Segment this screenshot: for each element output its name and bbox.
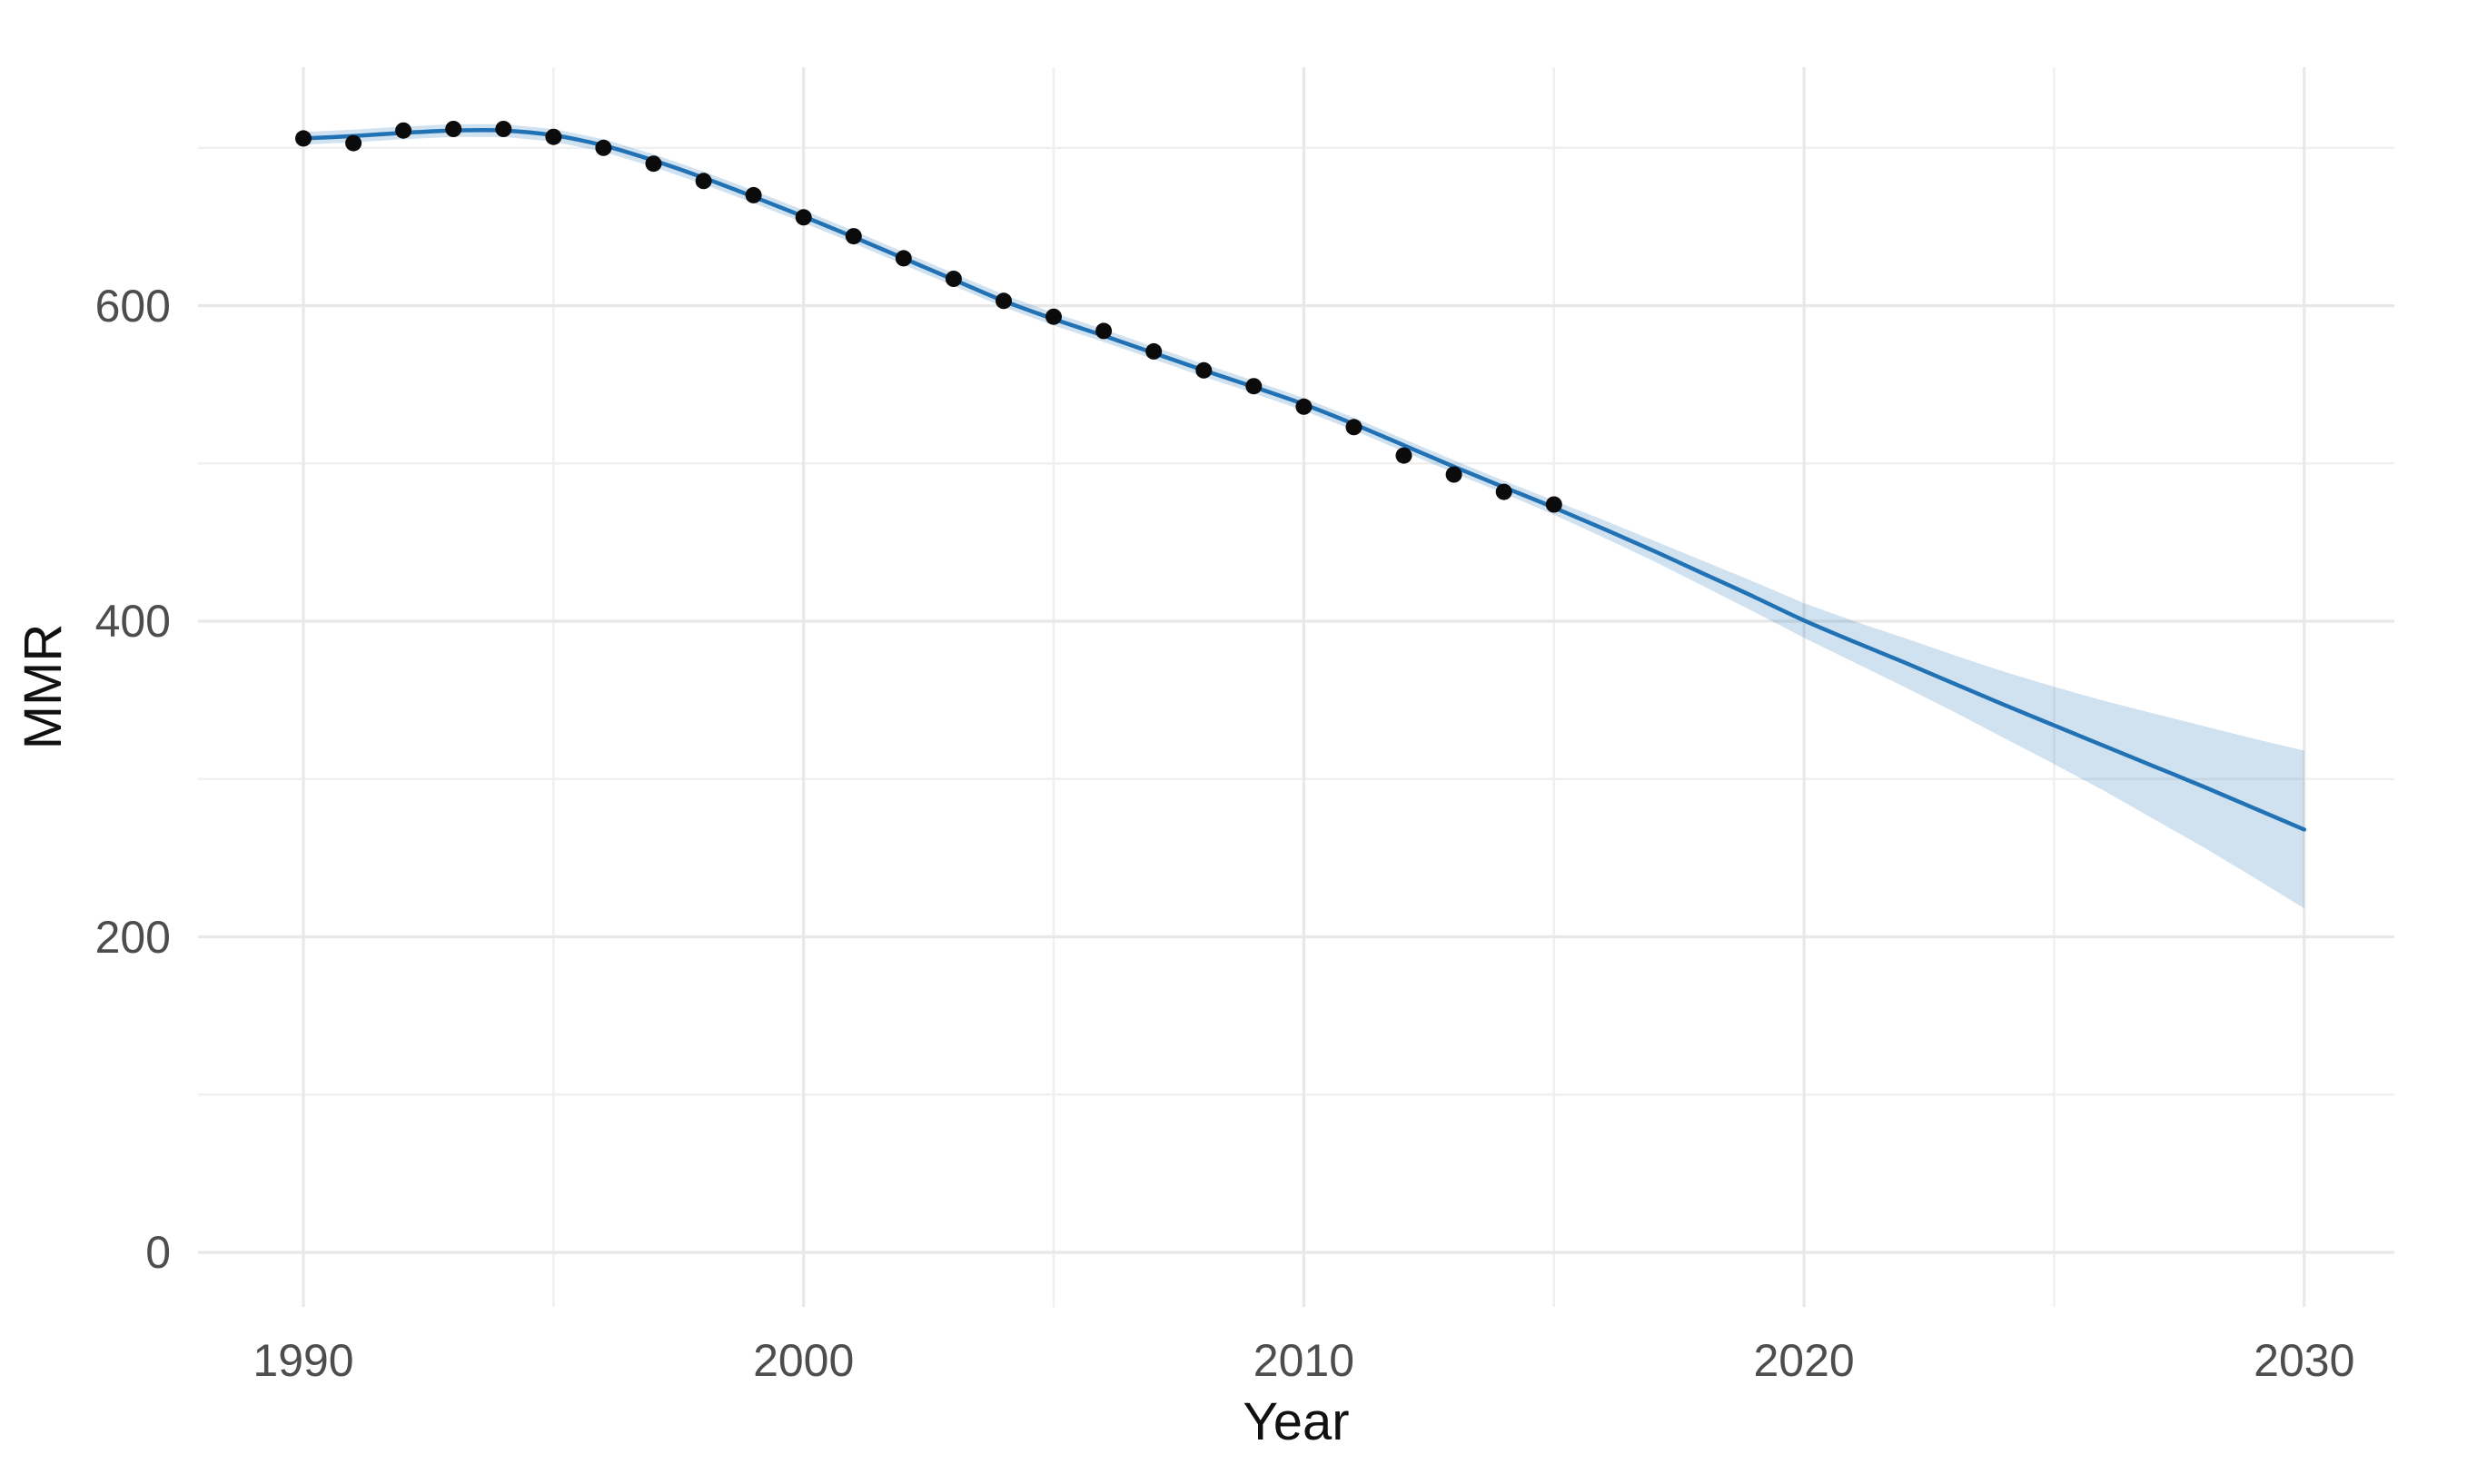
y-tick-label-200: 200 [94,911,171,963]
data-point [1395,447,1412,464]
data-point [345,134,362,152]
data-point [645,155,662,173]
y-tick-label-0: 0 [145,1227,171,1278]
data-point [1345,419,1362,436]
data-point [945,271,962,287]
data-point [1195,361,1213,379]
data-point [1045,308,1062,325]
data-point [845,228,862,245]
data-point [545,128,562,145]
data-point [745,186,762,203]
data-point [1245,378,1263,395]
data-point [1445,466,1462,483]
data-point [1295,398,1313,415]
x-tick-label-1990: 1990 [253,1335,354,1386]
x-tick-label-2000: 2000 [753,1335,855,1386]
x-tick-label-2020: 2020 [1753,1335,1855,1386]
data-point [1495,483,1512,500]
data-point [495,121,512,137]
data-point [895,250,912,267]
data-point [695,173,712,190]
data-point [395,122,412,139]
y-tick-label-400: 400 [94,596,171,647]
data-point [1145,342,1163,360]
y-axis-title: MMR [14,623,73,750]
data-point [295,130,312,147]
data-point [1095,322,1113,340]
data-point [445,121,462,137]
x-tick-label-2010: 2010 [1253,1335,1355,1386]
data-point [595,139,612,156]
data-point [996,292,1012,310]
x-tick-label-2030: 2030 [2254,1335,2355,1386]
data-point [795,209,812,226]
x-axis-title: Year [1243,1392,1350,1451]
y-tick-label-600: 600 [94,280,171,331]
data-point [1545,496,1562,513]
